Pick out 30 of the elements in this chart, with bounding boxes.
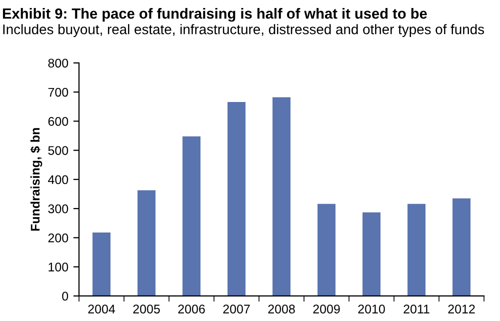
chart-title: Exhibit 9: The pace of fundraising is half of what it used to be (2, 8, 427, 22)
y-tick-label: 200 (48, 234, 68, 242)
x-tick-label: 2006 (178, 304, 205, 314)
y-axis-title: Fundraising, $ bn (30, 128, 42, 231)
x-tick-label: 2004 (88, 304, 116, 314)
bar (318, 204, 336, 296)
y-tick-label: 0 (62, 292, 68, 301)
bar (408, 204, 426, 296)
x-tick-label: 2012 (448, 304, 475, 314)
y-tick-label: 500 (48, 146, 68, 155)
chart-subtitle: Includes buyout, real estate, infrastructure, distressed and other types of funds (3, 24, 484, 38)
bar (452, 198, 470, 296)
x-tick-label: 2009 (313, 304, 340, 314)
x-tick-label: 2010 (358, 304, 385, 314)
bar (138, 190, 156, 296)
bar (362, 212, 380, 296)
x-tick-label: 2007 (223, 304, 250, 314)
x-tick-label: 2011 (404, 304, 430, 314)
x-tick-label: 2008 (268, 304, 295, 314)
y-tick-label: 800 (48, 58, 68, 68)
x-tick-label: 2005 (133, 304, 160, 314)
bar (228, 102, 246, 296)
y-tick-label: 600 (48, 116, 68, 126)
y-tick-label: 400 (48, 175, 68, 184)
bar (92, 232, 110, 296)
bar (272, 97, 290, 296)
y-tick-label: 300 (48, 204, 68, 214)
y-tick-label: 100 (48, 262, 68, 272)
y-tick-label: 700 (48, 88, 68, 97)
bar (182, 136, 200, 296)
